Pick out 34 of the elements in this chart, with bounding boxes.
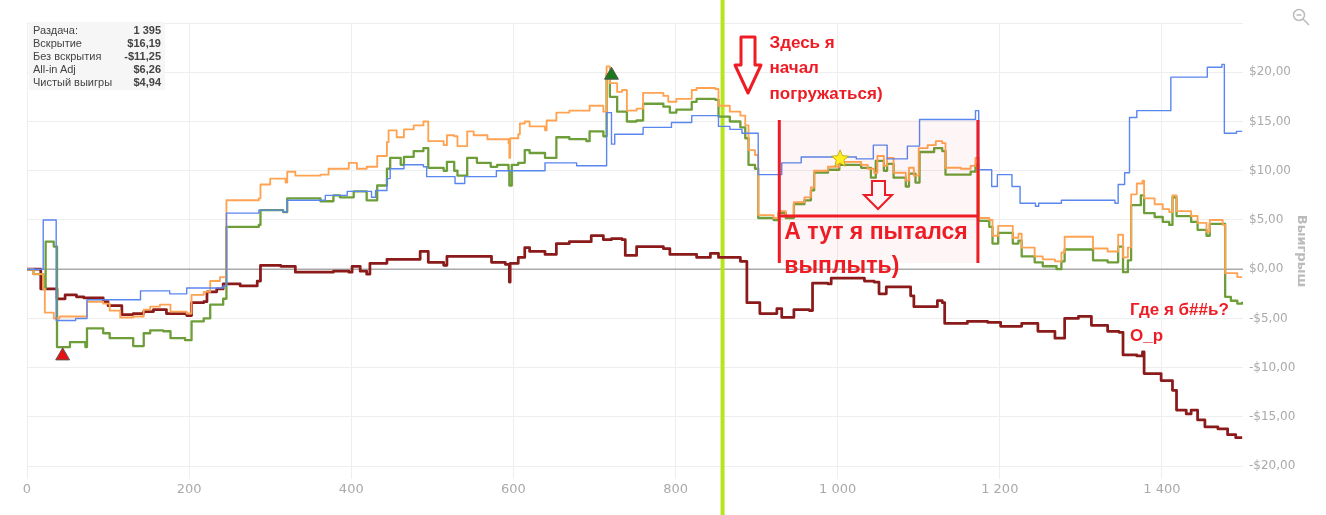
x-tick-label: 800 (663, 481, 688, 497)
y-tick-label: $10,00 (1249, 162, 1291, 177)
x-tick-label: 1 400 (1143, 481, 1181, 497)
point (604, 66, 619, 80)
point (55, 347, 71, 361)
x-tick-label: 0 (22, 481, 32, 497)
y-tick-label: -$10,00 (1249, 359, 1296, 374)
annotation: 1 395 (132, 24, 161, 36)
annotation: Здесь я начал погружаться) (769, 32, 883, 103)
y-tick-label: -$20,00 (1249, 458, 1296, 473)
y-tick-label: -$5,00 (1249, 310, 1288, 325)
y-tick-label: $20,00 (1249, 64, 1291, 79)
annotation: $4,94 (132, 76, 161, 88)
x-tick-label: 1 000 (819, 481, 857, 497)
point (831, 149, 850, 167)
annotation: $16,19 (126, 37, 161, 49)
y-tick-label: $5,00 (1249, 212, 1284, 227)
annotation: All-in Adj (33, 63, 77, 75)
x-tick-label: 600 (500, 481, 526, 497)
y-tick-label: $15,00 (1249, 113, 1291, 128)
annotation: -$11,25 (123, 50, 161, 62)
annotation: Где я б##ь? O_p (1130, 300, 1229, 345)
x-tick-label: 400 (338, 481, 364, 497)
annotation: Раздача: (33, 24, 79, 36)
annotation: Чистый выигры (33, 76, 114, 88)
y-tick-label: -$15,00 (1249, 409, 1296, 424)
x-tick-label: 1 200 (981, 481, 1019, 497)
x-tick-label: 200 (176, 481, 202, 497)
annotation: Без вскрытия (33, 50, 103, 62)
y-axis-title: Выигрыш (1294, 214, 1310, 288)
annotation: $6,26 (132, 63, 161, 75)
annotation: Вскрытие (33, 37, 83, 49)
band-label: А тут я пытался выплыть) (784, 217, 968, 279)
y-tick-label: $0,00 (1249, 261, 1284, 276)
